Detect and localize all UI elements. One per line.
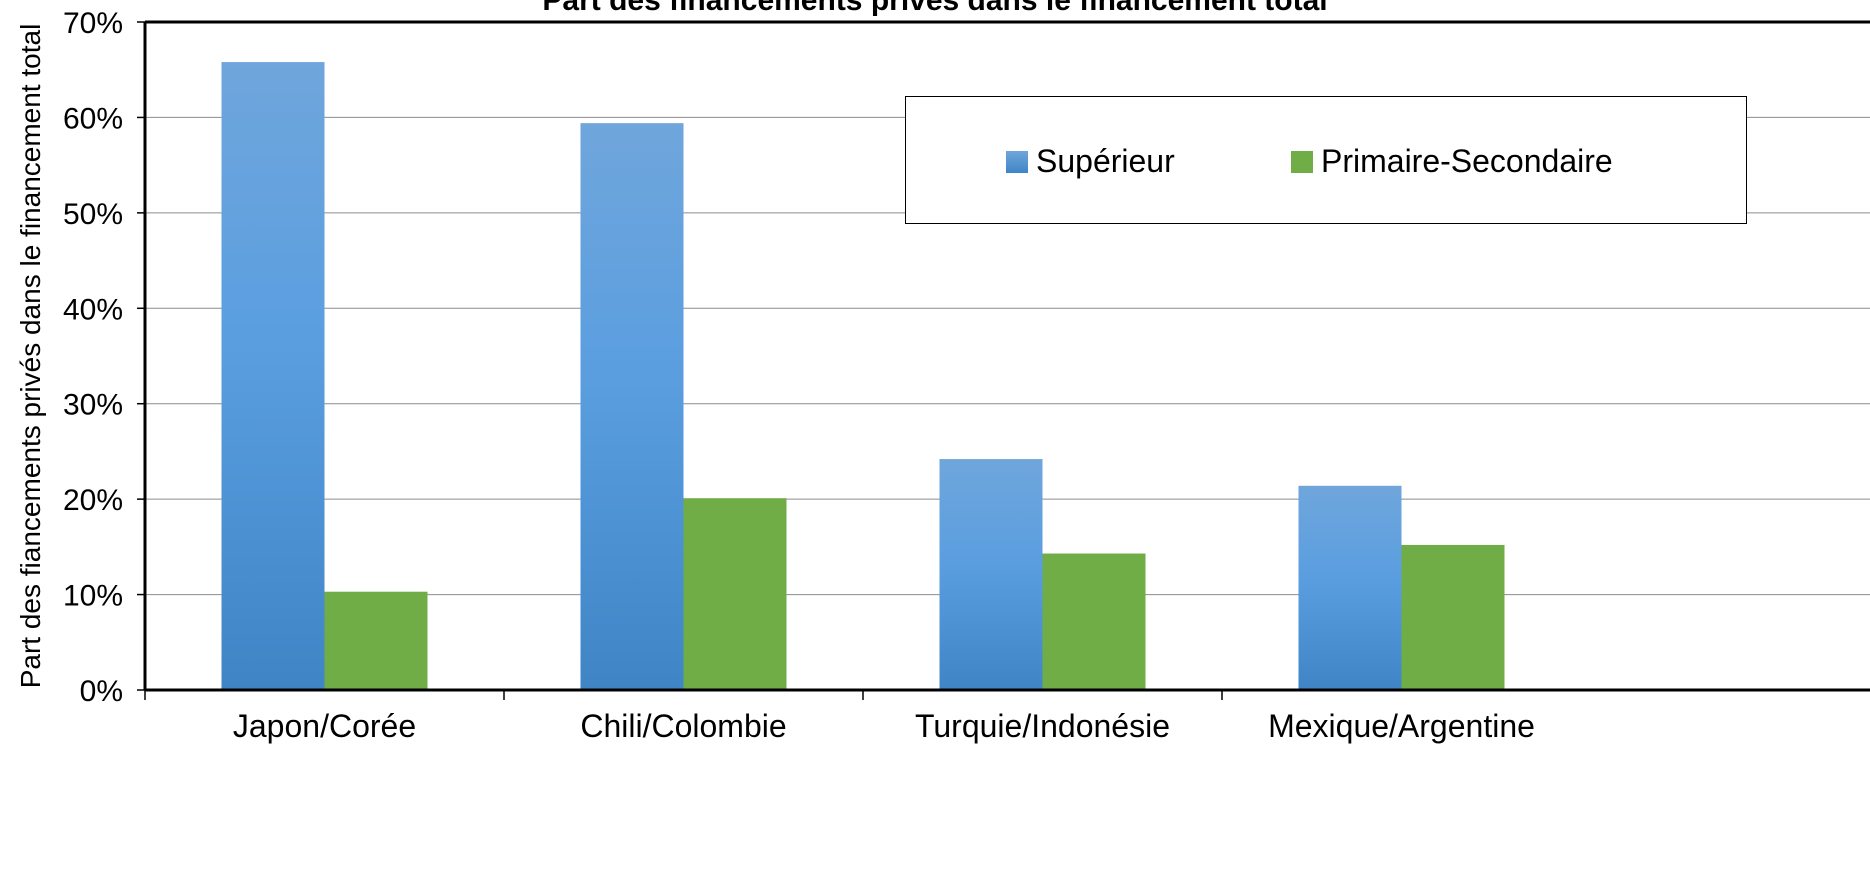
bar-superieur xyxy=(939,459,1043,690)
y-tick-label: 50% xyxy=(63,198,123,231)
y-tick-label: 20% xyxy=(63,484,123,517)
legend-item-primaire-secondaire: Primaire-Secondaire xyxy=(1291,143,1613,180)
bar-superieur xyxy=(1298,485,1402,690)
bar-superieur xyxy=(580,123,684,690)
bar-primaire-secondaire xyxy=(1042,553,1146,690)
bar-primaire-secondaire xyxy=(683,498,787,690)
y-tick-label: 10% xyxy=(63,580,123,613)
legend-swatch-superieur xyxy=(1006,150,1028,173)
bar-primaire-secondaire xyxy=(324,591,428,690)
bar-superieur xyxy=(221,62,325,690)
y-tick-label: 0% xyxy=(80,675,123,708)
y-tick-label: 70% xyxy=(63,7,123,40)
legend-label-superieur: Supérieur xyxy=(1036,143,1175,179)
chart-title: Part des financements privés dans le fin… xyxy=(542,0,1328,17)
y-tick-label: 40% xyxy=(63,293,123,326)
legend-swatch-primaire-secondaire xyxy=(1291,150,1313,173)
x-tick-label: Chili/Colombie xyxy=(580,708,786,744)
chart-legend: Supérieur Primaire-Secondaire xyxy=(905,96,1747,224)
x-tick-label: Japon/Corée xyxy=(233,708,416,744)
legend-label-primaire-secondaire: Primaire-Secondaire xyxy=(1321,143,1613,179)
y-tick-label: 60% xyxy=(63,102,123,135)
x-tick-label: Turquie/Indonésie xyxy=(915,708,1170,744)
y-tick-label: 30% xyxy=(63,389,123,422)
bar-primaire-secondaire xyxy=(1401,544,1505,690)
legend-item-superieur: Supérieur xyxy=(1006,143,1175,180)
x-tick-label: Mexique/Argentine xyxy=(1268,708,1535,744)
y-axis-label: Part des fiancements privés dans le fina… xyxy=(15,24,46,689)
